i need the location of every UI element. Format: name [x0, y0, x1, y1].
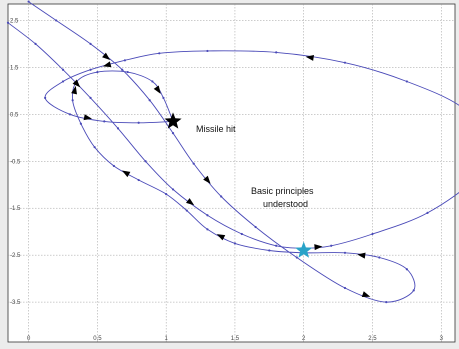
direction-arrow — [102, 52, 111, 60]
direction-arrow — [72, 79, 81, 88]
missile-hit-star-icon — [164, 112, 182, 129]
x-tick-label: 1 — [164, 336, 168, 342]
series-point — [343, 286, 347, 290]
axes-background — [7, 3, 456, 343]
series-point — [151, 80, 154, 83]
series-point — [240, 232, 243, 236]
series-point — [103, 120, 106, 123]
x-tick-label: 2 — [302, 336, 306, 342]
series-point — [206, 228, 209, 231]
series-point — [148, 99, 151, 102]
series-point — [378, 256, 381, 259]
y-tick-label: 1.5 — [10, 65, 19, 71]
direction-arrows — [71, 52, 371, 297]
series-point — [275, 51, 278, 54]
series-point — [137, 121, 140, 124]
series-point — [405, 268, 408, 271]
series-point — [371, 232, 374, 236]
series-point — [206, 49, 209, 53]
series-point — [185, 209, 188, 212]
direction-arrow — [185, 198, 195, 206]
tick-labels: 0 0.5 1 1.5 2 2.5 3 2.5 1.5 0.5 -0.5 -1.5 -2.5 -3.5 — [10, 18, 444, 342]
grid-lines — [8, 4, 455, 342]
series-point — [171, 188, 175, 191]
annotation-markers — [164, 112, 313, 258]
series-point — [330, 244, 333, 247]
x-tick-label: 0.5 — [93, 336, 102, 342]
series-point — [268, 249, 271, 252]
series-point — [61, 80, 65, 83]
series-point — [405, 80, 408, 83]
series-point — [144, 160, 147, 163]
series-point — [233, 242, 237, 245]
y-tick-label: 0.5 — [10, 112, 19, 118]
direction-arrow — [121, 170, 131, 178]
series-point — [123, 59, 127, 62]
series-point — [34, 42, 37, 46]
direction-arrow — [357, 252, 366, 259]
direction-arrow — [102, 61, 112, 68]
direction-arrow — [203, 175, 211, 184]
series-point — [61, 68, 65, 71]
missile-hit-label: Missile hit — [196, 124, 236, 134]
series-point — [79, 122, 82, 125]
series-point — [385, 300, 388, 304]
series-point — [89, 96, 92, 99]
direction-arrow — [83, 114, 92, 121]
series-point — [426, 211, 429, 215]
series-point — [89, 42, 92, 46]
series-point — [206, 214, 209, 217]
series-point — [71, 99, 74, 102]
x-tick-label: 0 — [27, 336, 31, 342]
direction-arrow — [314, 244, 323, 251]
series-point — [137, 178, 140, 182]
y-tick-label: -0.5 — [10, 159, 21, 165]
y-tick-label: -1.5 — [10, 206, 21, 212]
series-point — [112, 164, 116, 168]
series-point — [275, 244, 278, 247]
y-tick-label: 2.5 — [10, 18, 19, 24]
direction-arrow — [361, 291, 371, 297]
series-point — [343, 61, 347, 64]
series-point — [162, 96, 165, 99]
direction-arrow — [216, 234, 226, 241]
y-tick-label: -2.5 — [10, 253, 21, 259]
series-point — [343, 251, 347, 254]
y-tick-label: -3.5 — [10, 300, 21, 306]
series-point — [171, 131, 175, 135]
direction-arrow — [71, 85, 77, 95]
series-point — [27, 0, 30, 3]
series-point — [220, 195, 223, 198]
basic-principles-label-line2: understood — [263, 199, 308, 209]
series-point — [6, 21, 10, 24]
basic-principles-label-line1: Basic principles — [251, 186, 314, 196]
series-point — [93, 146, 96, 149]
x-tick-label: 1.5 — [231, 336, 240, 342]
series-point — [68, 113, 71, 116]
series-point — [192, 162, 195, 165]
series-point — [116, 127, 120, 130]
series-point — [412, 289, 415, 292]
x-tick-label: 2.5 — [368, 336, 377, 342]
series-point — [89, 68, 92, 71]
direction-arrow — [305, 54, 315, 61]
x-tick-label: 3 — [440, 336, 444, 342]
series-point — [55, 19, 58, 22]
series-point — [96, 70, 99, 74]
series-point — [158, 52, 161, 55]
series-point — [126, 70, 129, 74]
series-point — [121, 68, 124, 71]
series-point — [254, 225, 257, 229]
series-point — [44, 96, 47, 99]
series-point — [165, 193, 168, 196]
series-point — [295, 256, 298, 259]
direction-arrow — [153, 85, 161, 94]
basic-principles-star-icon — [295, 241, 313, 258]
